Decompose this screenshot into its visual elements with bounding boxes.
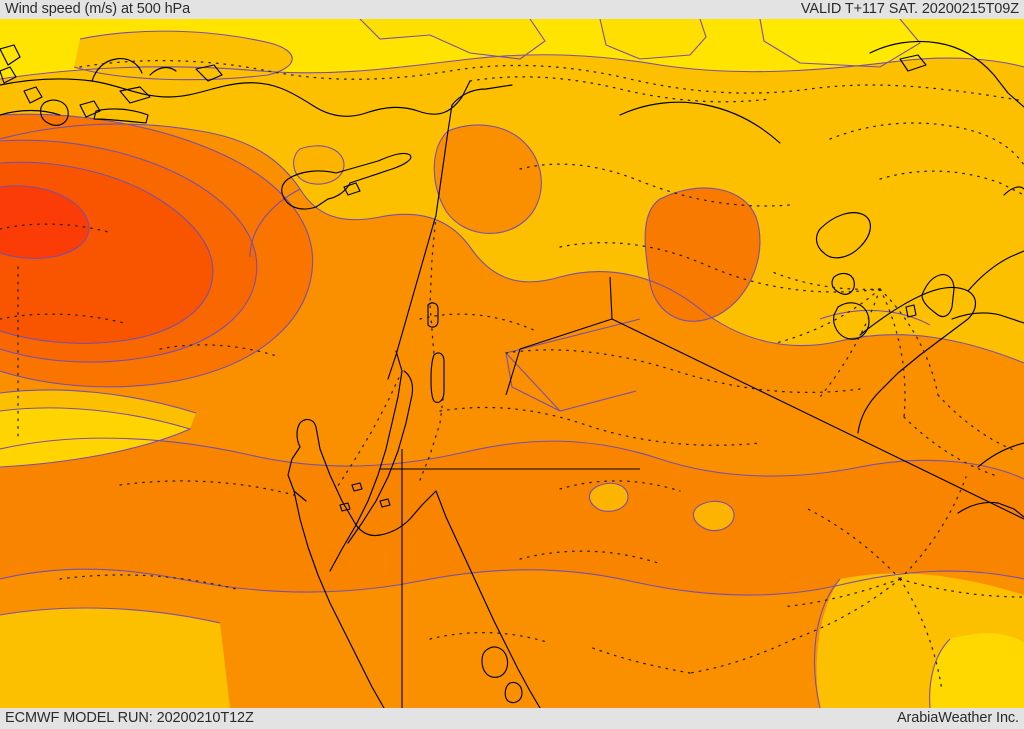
band-deep-orange-arabia [0, 438, 1024, 596]
coastline-gulf-iran [967, 250, 1024, 292]
band-orange-jordan [506, 319, 640, 411]
border-iraq-saudi-straight [611, 318, 881, 450]
border-jordan-spur [609, 276, 613, 320]
border-saudi-jordan [519, 318, 613, 350]
straight-border-lines [380, 276, 1024, 708]
band-amber-pocket-3 [293, 145, 344, 185]
coastline-dead-sea [430, 352, 445, 404]
contour-lines [0, 19, 1024, 708]
band-amber-pocket-1 [589, 483, 628, 512]
band-yellow-sw-tongue [0, 407, 190, 467]
page-title: Wind speed (m/s) at 500 hPa [5, 1, 191, 17]
band-red-core [0, 185, 89, 259]
coastline-levant [387, 104, 453, 380]
footer-bar: ECMWF MODEL RUN: 20200210T12Z ArabiaWeat… [0, 708, 1024, 729]
coastline-gulf-arabian [857, 286, 977, 434]
coastlines [0, 40, 1024, 708]
coastline-red-sea-east [435, 490, 541, 708]
political-borders [0, 59, 1024, 692]
coastline-sinai [329, 350, 403, 572]
band-orange-levant [434, 125, 542, 234]
wind-speed-contour-map [0, 19, 1024, 708]
valid-time-label: VALID T+117 SAT. 20200215T09Z [800, 1, 1019, 17]
border-iraq-saudi-east [879, 448, 1024, 520]
band-amber-pocket-2 [693, 501, 734, 531]
coastline-red-sea-west [293, 490, 385, 708]
band-orange-iraq [645, 187, 760, 322]
provider-label: ArabiaWeather Inc. [896, 710, 1019, 726]
coastline-cyprus [281, 152, 412, 210]
header-bar: Wind speed (m/s) at 500 hPa VALID T+117 … [0, 0, 1024, 19]
band-bright-yellow-north [360, 19, 545, 59]
band-bright-yellow-se [929, 633, 1024, 708]
band-bright-yellow-east [760, 19, 920, 67]
band-bright-yellow-ne [600, 19, 706, 59]
model-run-label: ECMWF MODEL RUN: 20200210T12Z [5, 710, 254, 726]
band-amber-sw-corner [0, 608, 230, 708]
map-viewport [0, 19, 1024, 708]
band-amber-sw-edge [0, 389, 196, 429]
